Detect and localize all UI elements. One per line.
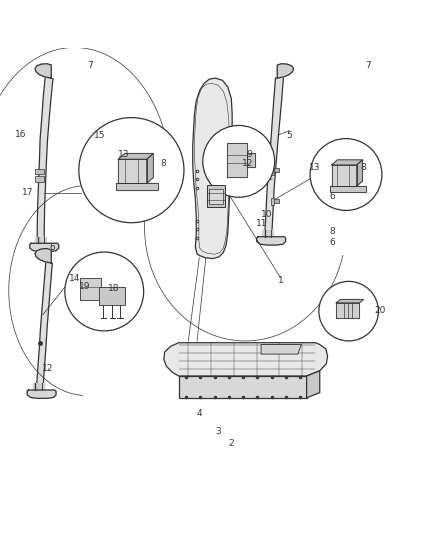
Text: 16: 16 xyxy=(15,130,27,139)
Polygon shape xyxy=(332,160,363,165)
Text: 13: 13 xyxy=(309,164,320,173)
Polygon shape xyxy=(36,263,52,392)
Polygon shape xyxy=(265,78,283,238)
Polygon shape xyxy=(247,153,255,167)
Polygon shape xyxy=(164,343,328,376)
Bar xyxy=(80,278,101,300)
Polygon shape xyxy=(118,154,153,159)
Polygon shape xyxy=(332,165,357,186)
Text: 8: 8 xyxy=(360,163,367,172)
Text: 14: 14 xyxy=(69,274,80,283)
Polygon shape xyxy=(27,390,56,398)
Polygon shape xyxy=(147,154,153,183)
Text: 9: 9 xyxy=(247,150,253,159)
Polygon shape xyxy=(118,159,147,183)
Polygon shape xyxy=(116,183,158,190)
Text: 8: 8 xyxy=(160,159,166,168)
Text: 12: 12 xyxy=(242,159,253,168)
Polygon shape xyxy=(257,237,286,245)
Polygon shape xyxy=(193,78,232,259)
Text: 18: 18 xyxy=(108,284,120,293)
Text: 3: 3 xyxy=(215,427,221,435)
Circle shape xyxy=(310,139,382,211)
Text: 5: 5 xyxy=(286,131,292,140)
Polygon shape xyxy=(35,248,51,263)
Polygon shape xyxy=(30,243,59,252)
Polygon shape xyxy=(261,344,301,354)
Text: 12: 12 xyxy=(42,364,53,373)
Polygon shape xyxy=(336,303,360,318)
Bar xyxy=(271,198,274,205)
Circle shape xyxy=(203,125,275,197)
Circle shape xyxy=(65,252,144,331)
Polygon shape xyxy=(357,160,363,186)
Text: 13: 13 xyxy=(118,150,129,159)
Bar xyxy=(99,287,125,305)
Polygon shape xyxy=(307,371,320,398)
Text: 11: 11 xyxy=(256,219,268,228)
Text: 8: 8 xyxy=(329,227,335,236)
Polygon shape xyxy=(227,143,247,177)
Circle shape xyxy=(79,118,184,223)
Bar xyxy=(272,168,279,172)
Text: 17: 17 xyxy=(22,189,33,197)
Text: 7: 7 xyxy=(87,61,93,69)
Bar xyxy=(272,199,279,203)
Circle shape xyxy=(319,281,378,341)
Text: 7: 7 xyxy=(365,61,371,70)
Text: 6: 6 xyxy=(49,243,56,252)
Polygon shape xyxy=(35,64,51,78)
Bar xyxy=(271,167,274,174)
Polygon shape xyxy=(179,376,307,398)
Text: 19: 19 xyxy=(79,282,90,291)
Text: 4: 4 xyxy=(197,409,202,418)
Bar xyxy=(207,185,225,207)
Text: 20: 20 xyxy=(374,306,386,315)
Polygon shape xyxy=(330,186,366,192)
Text: 10: 10 xyxy=(261,211,273,219)
Bar xyxy=(35,169,44,174)
Bar xyxy=(35,176,44,182)
Polygon shape xyxy=(277,64,293,78)
Text: 6: 6 xyxy=(329,238,335,247)
Text: 6: 6 xyxy=(329,192,335,201)
Polygon shape xyxy=(336,300,364,303)
Text: 1: 1 xyxy=(278,276,284,285)
Bar xyxy=(209,189,223,204)
Text: 2: 2 xyxy=(229,439,234,448)
Text: 15: 15 xyxy=(94,131,106,140)
Polygon shape xyxy=(37,78,53,245)
